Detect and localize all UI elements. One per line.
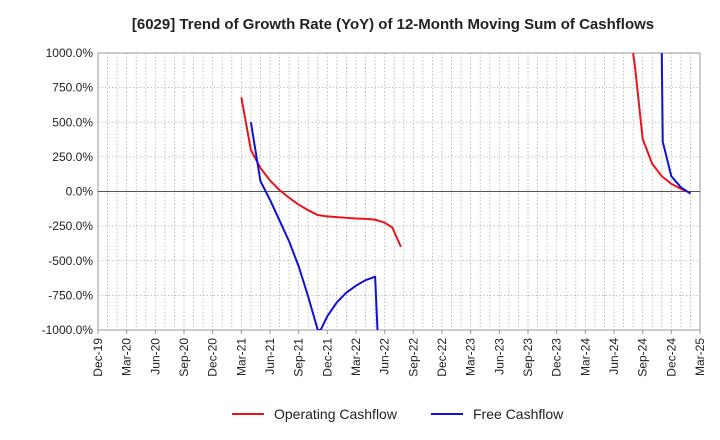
x-tick-label: Mar-22 [349, 338, 363, 376]
x-tick-label: Sep-23 [521, 338, 535, 377]
x-tick-label: Sep-21 [292, 338, 306, 377]
x-tick-label: Dec-21 [320, 338, 334, 377]
y-tick-label: 250.0% [52, 150, 93, 164]
legend-label-free-cashflow: Free Cashflow [473, 406, 564, 422]
operating-cashflow-line [240, 97, 402, 248]
legend: Operating Cashflow Free Cashflow [232, 406, 564, 422]
y-tick-label: -250.0% [48, 219, 93, 233]
x-tick-label: Mar-25 [693, 338, 707, 376]
y-tick-label: 750.0% [52, 81, 93, 95]
y-tick-label: -750.0% [48, 288, 93, 302]
x-tick-label: Mar-21 [234, 338, 248, 376]
free-cashflow-line-late [660, 53, 691, 195]
x-tick-label: Jun-21 [263, 338, 277, 375]
x-tick-label: Dec-24 [664, 338, 678, 377]
legend-label-operating-cashflow: Operating Cashflow [274, 406, 398, 422]
x-tick-label: Dec-22 [435, 338, 449, 377]
x-tick-label: Jun-22 [378, 338, 392, 375]
grid [97, 52, 701, 331]
x-tick-label: Dec-23 [550, 338, 564, 377]
x-tick-label: Jun-23 [492, 338, 506, 375]
y-tick-label: -500.0% [48, 254, 93, 268]
axes: 1000.0% 750.0% 500.0% 250.0% 0.0% -250.0% -500… [42, 46, 707, 377]
x-tick-label: Jun-24 [607, 338, 621, 375]
x-tick-label: Sep-24 [636, 338, 650, 377]
y-tick-label: 500.0% [52, 115, 93, 129]
y-tick-label: -1000.0% [42, 323, 94, 337]
series-lines [240, 53, 691, 330]
x-tick-label: Mar-23 [464, 338, 478, 376]
free-cashflow-line [249, 122, 379, 330]
x-tick-label: Dec-19 [91, 338, 105, 377]
x-tick-label: Jun-20 [148, 338, 162, 375]
x-tick-label: Mar-24 [578, 338, 592, 376]
y-tick-label: 1000.0% [46, 46, 94, 60]
x-tick-label: Dec-20 [206, 338, 220, 377]
x-tick-label: Sep-22 [406, 338, 420, 377]
y-tick-label: 0.0% [66, 185, 94, 199]
x-tick-label: Sep-20 [177, 338, 191, 377]
chart-title: [6029] Trend of Growth Rate (YoY) of 12-… [132, 16, 654, 33]
x-tick-label: Mar-20 [120, 338, 134, 376]
operating-cashflow-line-late [632, 53, 691, 194]
